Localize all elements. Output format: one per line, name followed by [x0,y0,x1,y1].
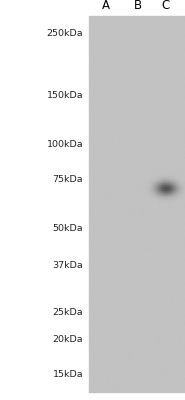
Text: 150kDa: 150kDa [47,91,83,100]
Text: A: A [102,0,110,12]
Text: B: B [134,0,142,12]
Text: 15kDa: 15kDa [53,370,83,379]
Text: 250kDa: 250kDa [47,30,83,38]
Text: 50kDa: 50kDa [53,224,83,233]
Bar [89,16,185,392]
Text: 75kDa: 75kDa [53,175,83,184]
Text: 20kDa: 20kDa [53,335,83,344]
Text: 25kDa: 25kDa [53,308,83,317]
Text: C: C [162,0,170,12]
Text: 100kDa: 100kDa [47,140,83,150]
Text: 37kDa: 37kDa [53,261,83,270]
